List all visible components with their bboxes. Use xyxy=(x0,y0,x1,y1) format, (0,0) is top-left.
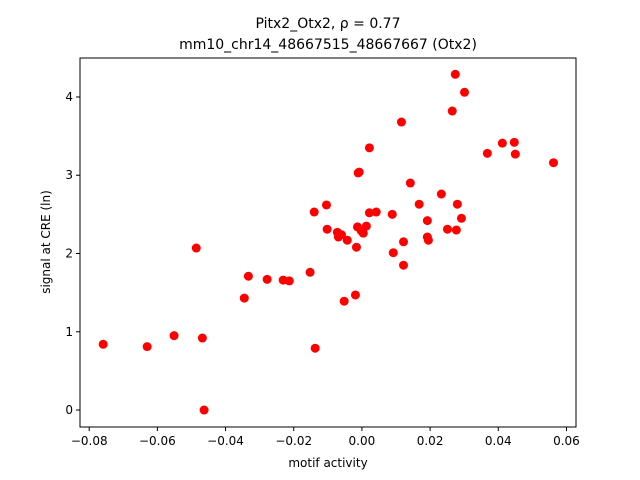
point xyxy=(422,216,432,226)
chart-subtitle: mm10_chr14_48667515_48667667 (Otx2) xyxy=(179,37,477,53)
point xyxy=(243,271,253,281)
y-tick-label: 4 xyxy=(65,90,73,104)
point xyxy=(350,290,360,300)
x-tick-label: 0.02 xyxy=(417,434,444,448)
point xyxy=(364,208,374,218)
plot-frame xyxy=(79,57,577,428)
point xyxy=(305,267,315,277)
point xyxy=(358,228,368,238)
point xyxy=(197,333,207,343)
point xyxy=(336,230,346,240)
point xyxy=(414,199,424,209)
point xyxy=(482,148,492,158)
x-tick-label: −0.06 xyxy=(139,434,176,448)
point xyxy=(456,213,466,223)
x-tick-label: 0.04 xyxy=(485,434,512,448)
point xyxy=(399,237,409,247)
point xyxy=(351,242,361,252)
y-tick-label: 1 xyxy=(65,325,73,339)
point xyxy=(321,200,331,210)
x-tick-label: −0.04 xyxy=(207,434,244,448)
point xyxy=(342,235,352,245)
point xyxy=(423,235,433,245)
point xyxy=(497,138,507,148)
x-tick-label: −0.08 xyxy=(71,434,108,448)
point xyxy=(364,143,374,153)
x-tick-label: 0.06 xyxy=(553,434,580,448)
x-tick-label: −0.02 xyxy=(275,434,312,448)
point xyxy=(339,296,349,306)
point xyxy=(142,342,152,352)
y-axis-label: signal at CRE (ln) xyxy=(39,190,53,294)
x-axis-label: motif activity xyxy=(288,456,367,470)
point xyxy=(549,158,559,168)
point xyxy=(371,207,381,217)
point xyxy=(509,137,519,147)
point xyxy=(169,331,179,341)
point xyxy=(450,69,460,79)
point xyxy=(199,405,209,415)
y-tick-label: 0 xyxy=(65,403,73,417)
point xyxy=(451,225,461,235)
point xyxy=(361,221,371,231)
point xyxy=(354,167,364,177)
point xyxy=(262,274,272,284)
point xyxy=(447,106,457,116)
point xyxy=(322,224,332,234)
point xyxy=(284,276,294,286)
point xyxy=(98,339,108,349)
y-tick-label: 2 xyxy=(65,246,73,260)
point xyxy=(309,207,319,217)
point xyxy=(387,209,397,219)
x-tick-label: 0.00 xyxy=(349,434,376,448)
point xyxy=(452,199,462,209)
point xyxy=(436,189,446,199)
point xyxy=(310,343,320,353)
point xyxy=(396,117,406,127)
point xyxy=(191,243,201,253)
point xyxy=(399,260,409,270)
point xyxy=(442,224,452,234)
point xyxy=(239,293,249,303)
point xyxy=(460,87,470,97)
point xyxy=(510,149,520,159)
point xyxy=(405,178,415,188)
y-tick-label: 3 xyxy=(65,168,73,182)
point xyxy=(388,248,398,258)
chart-title: Pitx2_Otx2, ρ = 0.77 xyxy=(256,16,401,32)
